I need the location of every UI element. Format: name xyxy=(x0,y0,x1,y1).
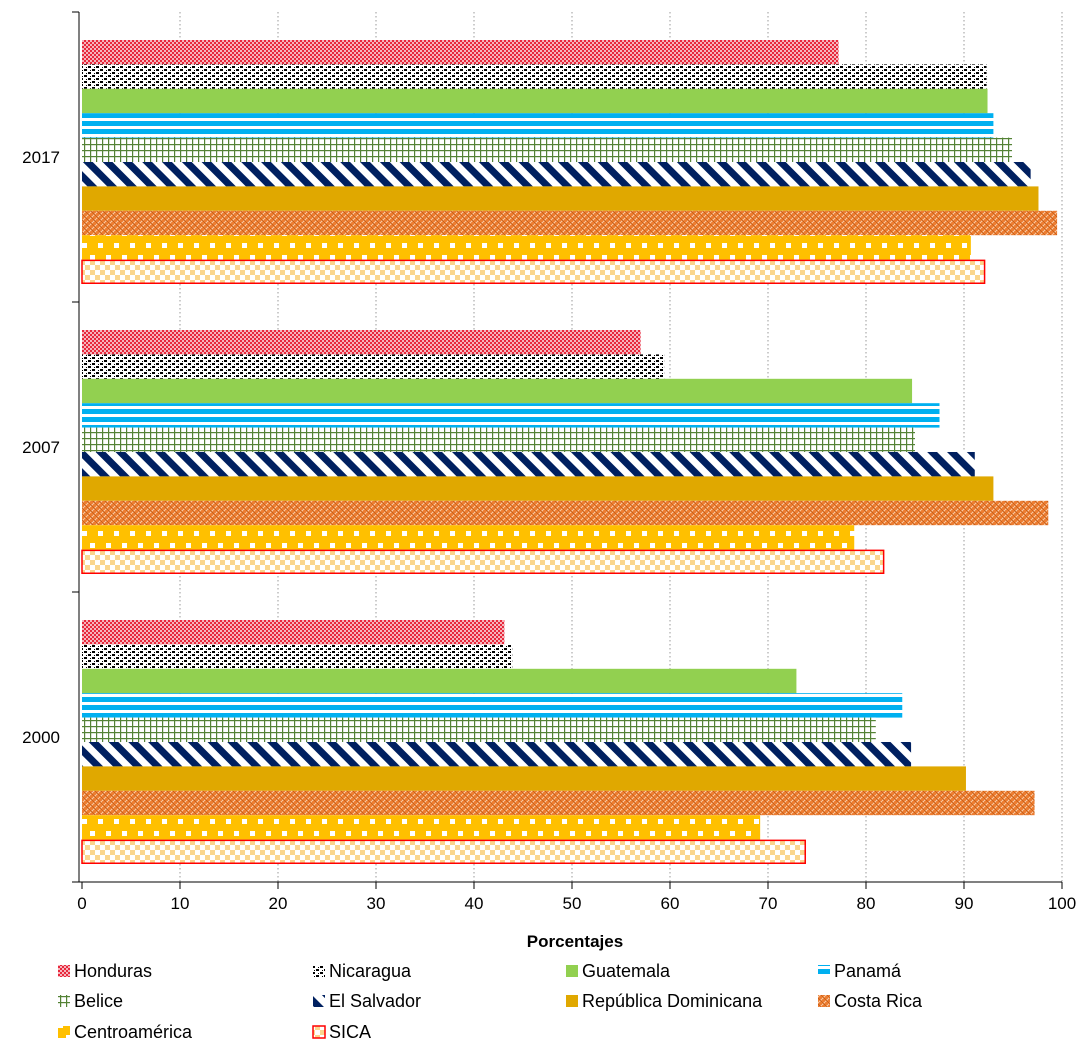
legend-item-honduras: Honduras xyxy=(58,961,152,981)
bar-honduras-2017 xyxy=(82,40,839,65)
legend-label-costa-rica: Costa Rica xyxy=(834,991,923,1011)
legend-item-guatemala: Guatemala xyxy=(566,961,671,981)
legend-item-belice: Belice xyxy=(58,991,123,1011)
tick-labels: 0 10 20 30 40 50 60 70 80 90 100 2017 2007 2000 xyxy=(22,148,1076,913)
legend-label-guatemala: Guatemala xyxy=(582,961,671,981)
bar-group-2000 xyxy=(81,620,1035,864)
bar-sica-2007 xyxy=(81,549,885,574)
legend-swatch-panama xyxy=(818,965,830,977)
legend-swatch-costa-rica xyxy=(818,995,830,1007)
x-tick-label-80: 80 xyxy=(857,894,876,913)
legend-item-panama: Panamá xyxy=(818,961,902,981)
legend-label-el-salvador: El Salvador xyxy=(329,991,421,1011)
bar-el-salvador-2017 xyxy=(82,162,1031,187)
bar-costa-rica-2017 xyxy=(82,210,1058,236)
legend-label-belice: Belice xyxy=(74,991,123,1011)
legend-swatch-honduras xyxy=(58,965,70,977)
bar-belice-2017 xyxy=(82,137,1013,162)
legend-label-honduras: Honduras xyxy=(74,961,152,981)
legend-swatch-republica-dominicana xyxy=(566,995,578,1007)
y-tick-label-2017: 2017 xyxy=(22,148,60,167)
legend-swatch-nicaragua xyxy=(313,965,325,977)
legend-item-el-salvador: El Salvador xyxy=(313,991,421,1011)
bar-republica-dominicana-2000 xyxy=(82,766,966,791)
legend-label-nicaragua: Nicaragua xyxy=(329,961,412,981)
x-tick-label-100: 100 xyxy=(1048,894,1076,913)
y-tick-label-2000: 2000 xyxy=(22,728,60,747)
legend-item-centroamerica: Centroamérica xyxy=(58,1022,193,1042)
x-tick-label-20: 20 xyxy=(269,894,288,913)
legend: Honduras Nicaragua Guatemala Panamá Belice El… xyxy=(58,961,923,1042)
bar-panama-2007 xyxy=(82,403,940,428)
bar-centroamerica-2000 xyxy=(82,815,761,840)
bar-centroamerica-2007 xyxy=(82,525,855,550)
x-tick-label-70: 70 xyxy=(759,894,778,913)
bar-nicaragua-2017 xyxy=(82,64,987,89)
bar-honduras-2000 xyxy=(82,620,505,645)
bar-nicaragua-2007 xyxy=(82,354,665,379)
bar-panama-2000 xyxy=(82,693,903,718)
x-tick-label-10: 10 xyxy=(171,894,190,913)
legend-item-costa-rica: Costa Rica xyxy=(818,991,923,1011)
legend-swatch-guatemala xyxy=(566,965,578,977)
x-tick-label-60: 60 xyxy=(661,894,680,913)
y-tick-label-2007: 2007 xyxy=(22,438,60,457)
x-tick-label-40: 40 xyxy=(465,894,484,913)
legend-swatch-centroamerica xyxy=(58,1026,70,1038)
bar-guatemala-2000 xyxy=(82,668,797,694)
legend-item-sica: SICA xyxy=(312,1022,371,1042)
legend-swatch-sica xyxy=(312,1025,326,1039)
bar-republica-dominicana-2017 xyxy=(82,186,1039,211)
x-tick-label-0: 0 xyxy=(77,894,86,913)
legend-label-sica: SICA xyxy=(329,1022,371,1042)
legend-item-nicaragua: Nicaragua xyxy=(313,961,412,981)
bar-belice-2007 xyxy=(82,427,915,452)
bar-guatemala-2007 xyxy=(82,378,913,404)
bar-guatemala-2017 xyxy=(82,88,988,114)
x-tick-label-30: 30 xyxy=(367,894,386,913)
bar-belice-2000 xyxy=(82,717,876,742)
bar-panama-2017 xyxy=(82,113,994,138)
bar-group-2017 xyxy=(81,40,1058,285)
bar-sica-2017 xyxy=(81,259,986,285)
legend-swatch-belice xyxy=(58,995,70,1007)
axes xyxy=(72,11,1063,889)
legend-swatch-el-salvador xyxy=(313,995,325,1007)
legend-item-republica-dominicana: República Dominicana xyxy=(566,991,763,1011)
bar-group-2007 xyxy=(81,330,1049,574)
legend-label-centroamerica: Centroamérica xyxy=(74,1022,193,1042)
legend-label-republica-dominicana: República Dominicana xyxy=(582,991,763,1011)
bar-honduras-2007 xyxy=(82,330,641,355)
x-axis-title: Porcentajes xyxy=(527,932,623,951)
legend-label-panama: Panamá xyxy=(834,961,902,981)
x-tick-label-90: 90 xyxy=(955,894,974,913)
bar-costa-rica-2007 xyxy=(82,500,1049,526)
x-tick-label-50: 50 xyxy=(563,894,582,913)
bar-costa-rica-2000 xyxy=(82,790,1035,816)
bar-el-salvador-2000 xyxy=(82,742,912,767)
bar-republica-dominicana-2007 xyxy=(82,476,994,501)
bars xyxy=(81,40,1058,864)
bar-nicaragua-2000 xyxy=(82,644,513,669)
bar-sica-2000 xyxy=(81,839,806,864)
bar-centroamerica-2017 xyxy=(82,235,971,260)
bar-el-salvador-2007 xyxy=(82,452,975,477)
